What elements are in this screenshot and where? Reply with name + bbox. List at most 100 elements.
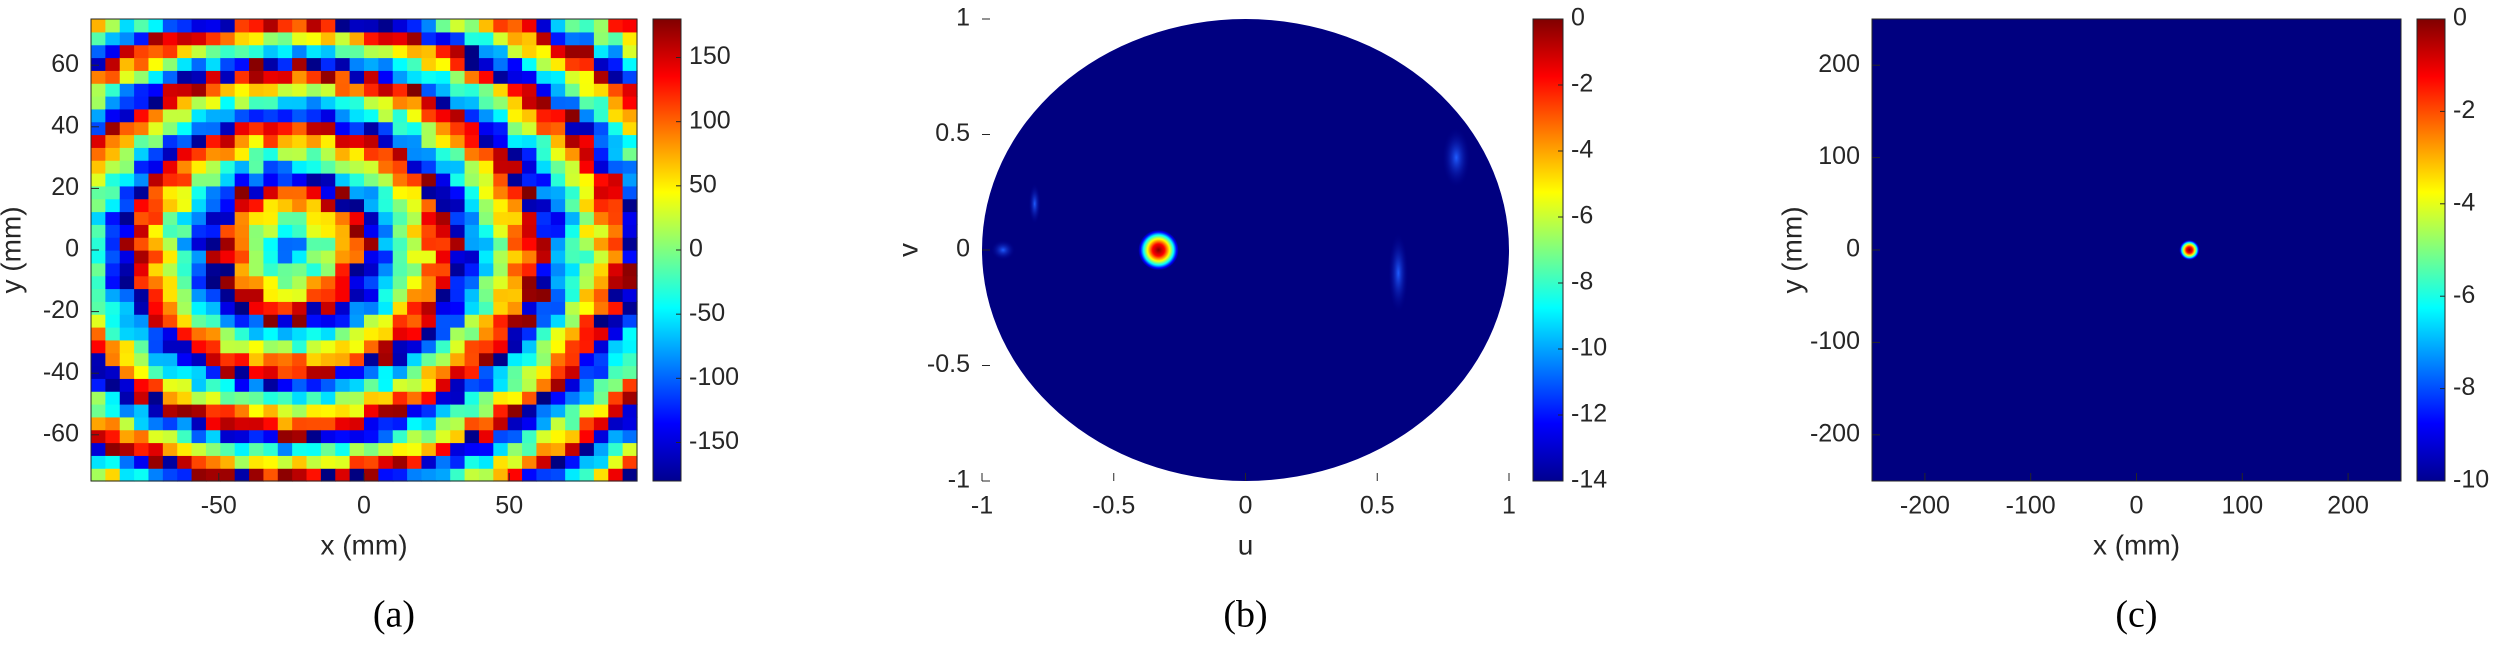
heatmap-cell — [421, 198, 437, 213]
heatmap-cell — [435, 365, 451, 379]
heatmap-cell — [507, 31, 523, 46]
heatmap-cell — [91, 44, 106, 59]
heatmap-cell — [119, 134, 135, 148]
heatmap-cell — [162, 224, 178, 238]
heatmap-cell — [263, 404, 279, 418]
heatmap-cell — [608, 198, 624, 213]
heatmap-cell — [392, 147, 408, 161]
heatmap-cell — [593, 57, 609, 71]
heatmap-cell — [493, 275, 509, 290]
heatmap-cell — [522, 404, 538, 418]
heatmap-cell — [105, 185, 121, 200]
heatmap-cell — [320, 314, 336, 328]
heatmap-cell — [622, 468, 638, 482]
heatmap-cell — [565, 365, 581, 379]
colorbar-tick-label: -10 — [2453, 466, 2489, 494]
heatmap-cell — [478, 134, 494, 148]
heatmap-cell — [220, 44, 236, 59]
y-tick-label: 0 — [956, 235, 970, 263]
x-tick-label: 0 — [2130, 492, 2144, 520]
heatmap-cell — [622, 83, 638, 97]
heatmap-cell — [507, 134, 523, 148]
heatmap-cell — [119, 237, 135, 251]
heatmap-cell — [162, 314, 178, 328]
heatmap-cell — [263, 468, 279, 482]
heatmap-cell — [464, 19, 480, 33]
heatmap-cell — [392, 339, 408, 354]
heatmap-cell — [148, 404, 164, 418]
heatmap-cell — [249, 262, 265, 277]
heatmap-cell — [191, 365, 207, 379]
heatmap-cell — [263, 31, 279, 46]
heatmap-cell — [464, 83, 480, 97]
heatmap-cell — [320, 108, 336, 123]
heatmap-cell — [306, 160, 322, 174]
heatmap-cell — [306, 404, 322, 418]
heatmap-cell — [378, 57, 394, 71]
heatmap-cell — [105, 327, 121, 341]
heatmap-cell — [392, 57, 408, 71]
heatmap-cell — [435, 147, 451, 161]
y-axis-label: v — [892, 243, 923, 257]
heatmap-cell — [550, 121, 566, 136]
heatmap-cell — [493, 96, 509, 110]
heatmap-cell — [263, 352, 279, 367]
heatmap-cell — [191, 301, 207, 315]
heatmap-cell — [91, 19, 106, 33]
heatmap-cell — [464, 224, 480, 238]
heatmap-cell — [249, 121, 265, 136]
heatmap-cell — [579, 301, 595, 315]
heatmap-cell — [177, 108, 193, 123]
heatmap-cell — [450, 57, 466, 71]
heatmap-cell — [119, 70, 135, 84]
heatmap-cell — [608, 416, 624, 431]
heatmap-cell — [378, 365, 394, 379]
y-tick-label: 20 — [51, 173, 79, 201]
heatmap-cell — [292, 237, 308, 251]
heatmap-cell — [550, 224, 566, 238]
heatmap-cell — [249, 250, 265, 264]
heatmap-cell — [249, 237, 265, 251]
heatmap-cell — [249, 339, 265, 354]
heatmap-cell — [335, 31, 351, 46]
heatmap-cell — [335, 134, 351, 148]
heatmap-cell — [565, 314, 581, 328]
heatmap-cell — [91, 31, 106, 46]
heatmap-cell — [292, 365, 308, 379]
heatmap-cell — [622, 121, 638, 136]
heatmap-cell — [493, 416, 509, 431]
heatmap-cell — [119, 19, 135, 33]
heatmap-cell — [119, 224, 135, 238]
heatmap-cell — [493, 237, 509, 251]
heatmap-cell — [579, 19, 595, 33]
heatmap-cell — [148, 468, 164, 482]
heatmap-cell — [622, 262, 638, 277]
heatmap-cell — [522, 352, 538, 367]
heatmap-cell — [349, 121, 365, 136]
heatmap-cell — [177, 327, 193, 341]
heatmap-cell — [421, 352, 437, 367]
heatmap-cell — [392, 31, 408, 46]
faint-lobe — [1442, 127, 1471, 188]
heatmap-cell — [277, 468, 293, 482]
heatmap-cell — [421, 19, 437, 33]
heatmap-cell — [134, 198, 150, 213]
heatmap-cell — [162, 455, 178, 469]
heatmap-cell — [277, 173, 293, 187]
heatmap-cell — [378, 416, 394, 431]
heatmap-cell — [105, 96, 121, 110]
heatmap-cell — [392, 314, 408, 328]
heatmap-cell — [277, 365, 293, 379]
y-tick-label: -100 — [1810, 327, 1860, 355]
heatmap-cell — [105, 250, 121, 264]
heatmap-cell — [349, 468, 365, 482]
heatmap-cell — [249, 224, 265, 238]
heatmap-cell — [579, 352, 595, 367]
heatmap-cell — [435, 378, 451, 392]
heatmap-cell — [593, 468, 609, 482]
heatmap-cell — [579, 416, 595, 431]
heatmap-cell — [177, 31, 193, 46]
heatmap-cell — [593, 352, 609, 367]
heatmap-cell — [191, 339, 207, 354]
heatmap-cell — [622, 391, 638, 405]
